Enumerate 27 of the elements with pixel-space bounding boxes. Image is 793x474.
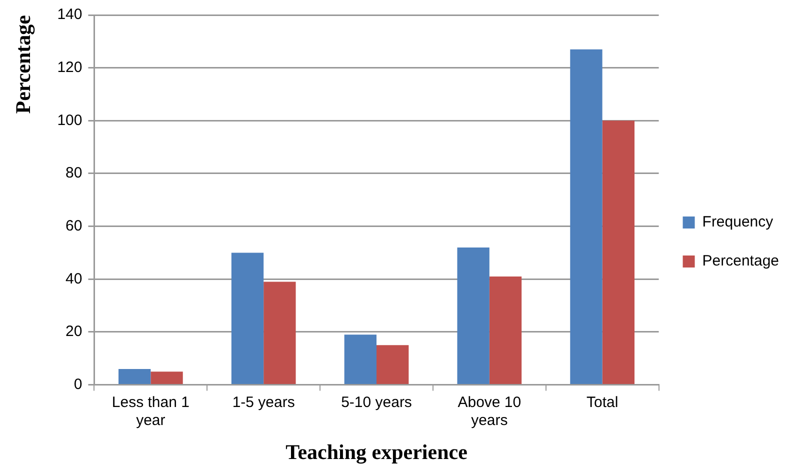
y-tick-label: 120	[57, 58, 82, 76]
y-tick-label: 20	[66, 323, 82, 340]
bar	[150, 372, 183, 384]
bar	[264, 282, 296, 384]
y-axis-title: Percentage	[11, 15, 36, 114]
y-tick-label: 80	[66, 164, 82, 182]
y-tick-label: 100	[57, 112, 82, 129]
bar	[118, 368, 151, 384]
legend-label: Frequency	[702, 214, 774, 231]
bar	[376, 345, 409, 384]
x-tick-label: Less than 1 year	[112, 394, 190, 429]
x-tick-label: 1-5 years	[232, 394, 295, 411]
x-tick-label: Total	[586, 394, 618, 411]
x-tick-label: 5-10 years	[341, 394, 412, 411]
y-tick-label: 60	[66, 217, 82, 234]
x-tick-label: Above 10 years	[458, 394, 522, 429]
bar	[570, 49, 602, 384]
y-tick-label: 40	[66, 270, 82, 288]
bar	[457, 247, 490, 384]
y-tick-label: 140	[57, 6, 82, 24]
bar	[489, 276, 522, 384]
legend-label: Percentage	[702, 252, 780, 270]
y-tick-label: 0	[74, 376, 82, 393]
bar	[602, 120, 635, 384]
bar	[231, 252, 264, 384]
bar	[344, 334, 377, 384]
x-axis-title: Teaching experience	[286, 440, 468, 464]
